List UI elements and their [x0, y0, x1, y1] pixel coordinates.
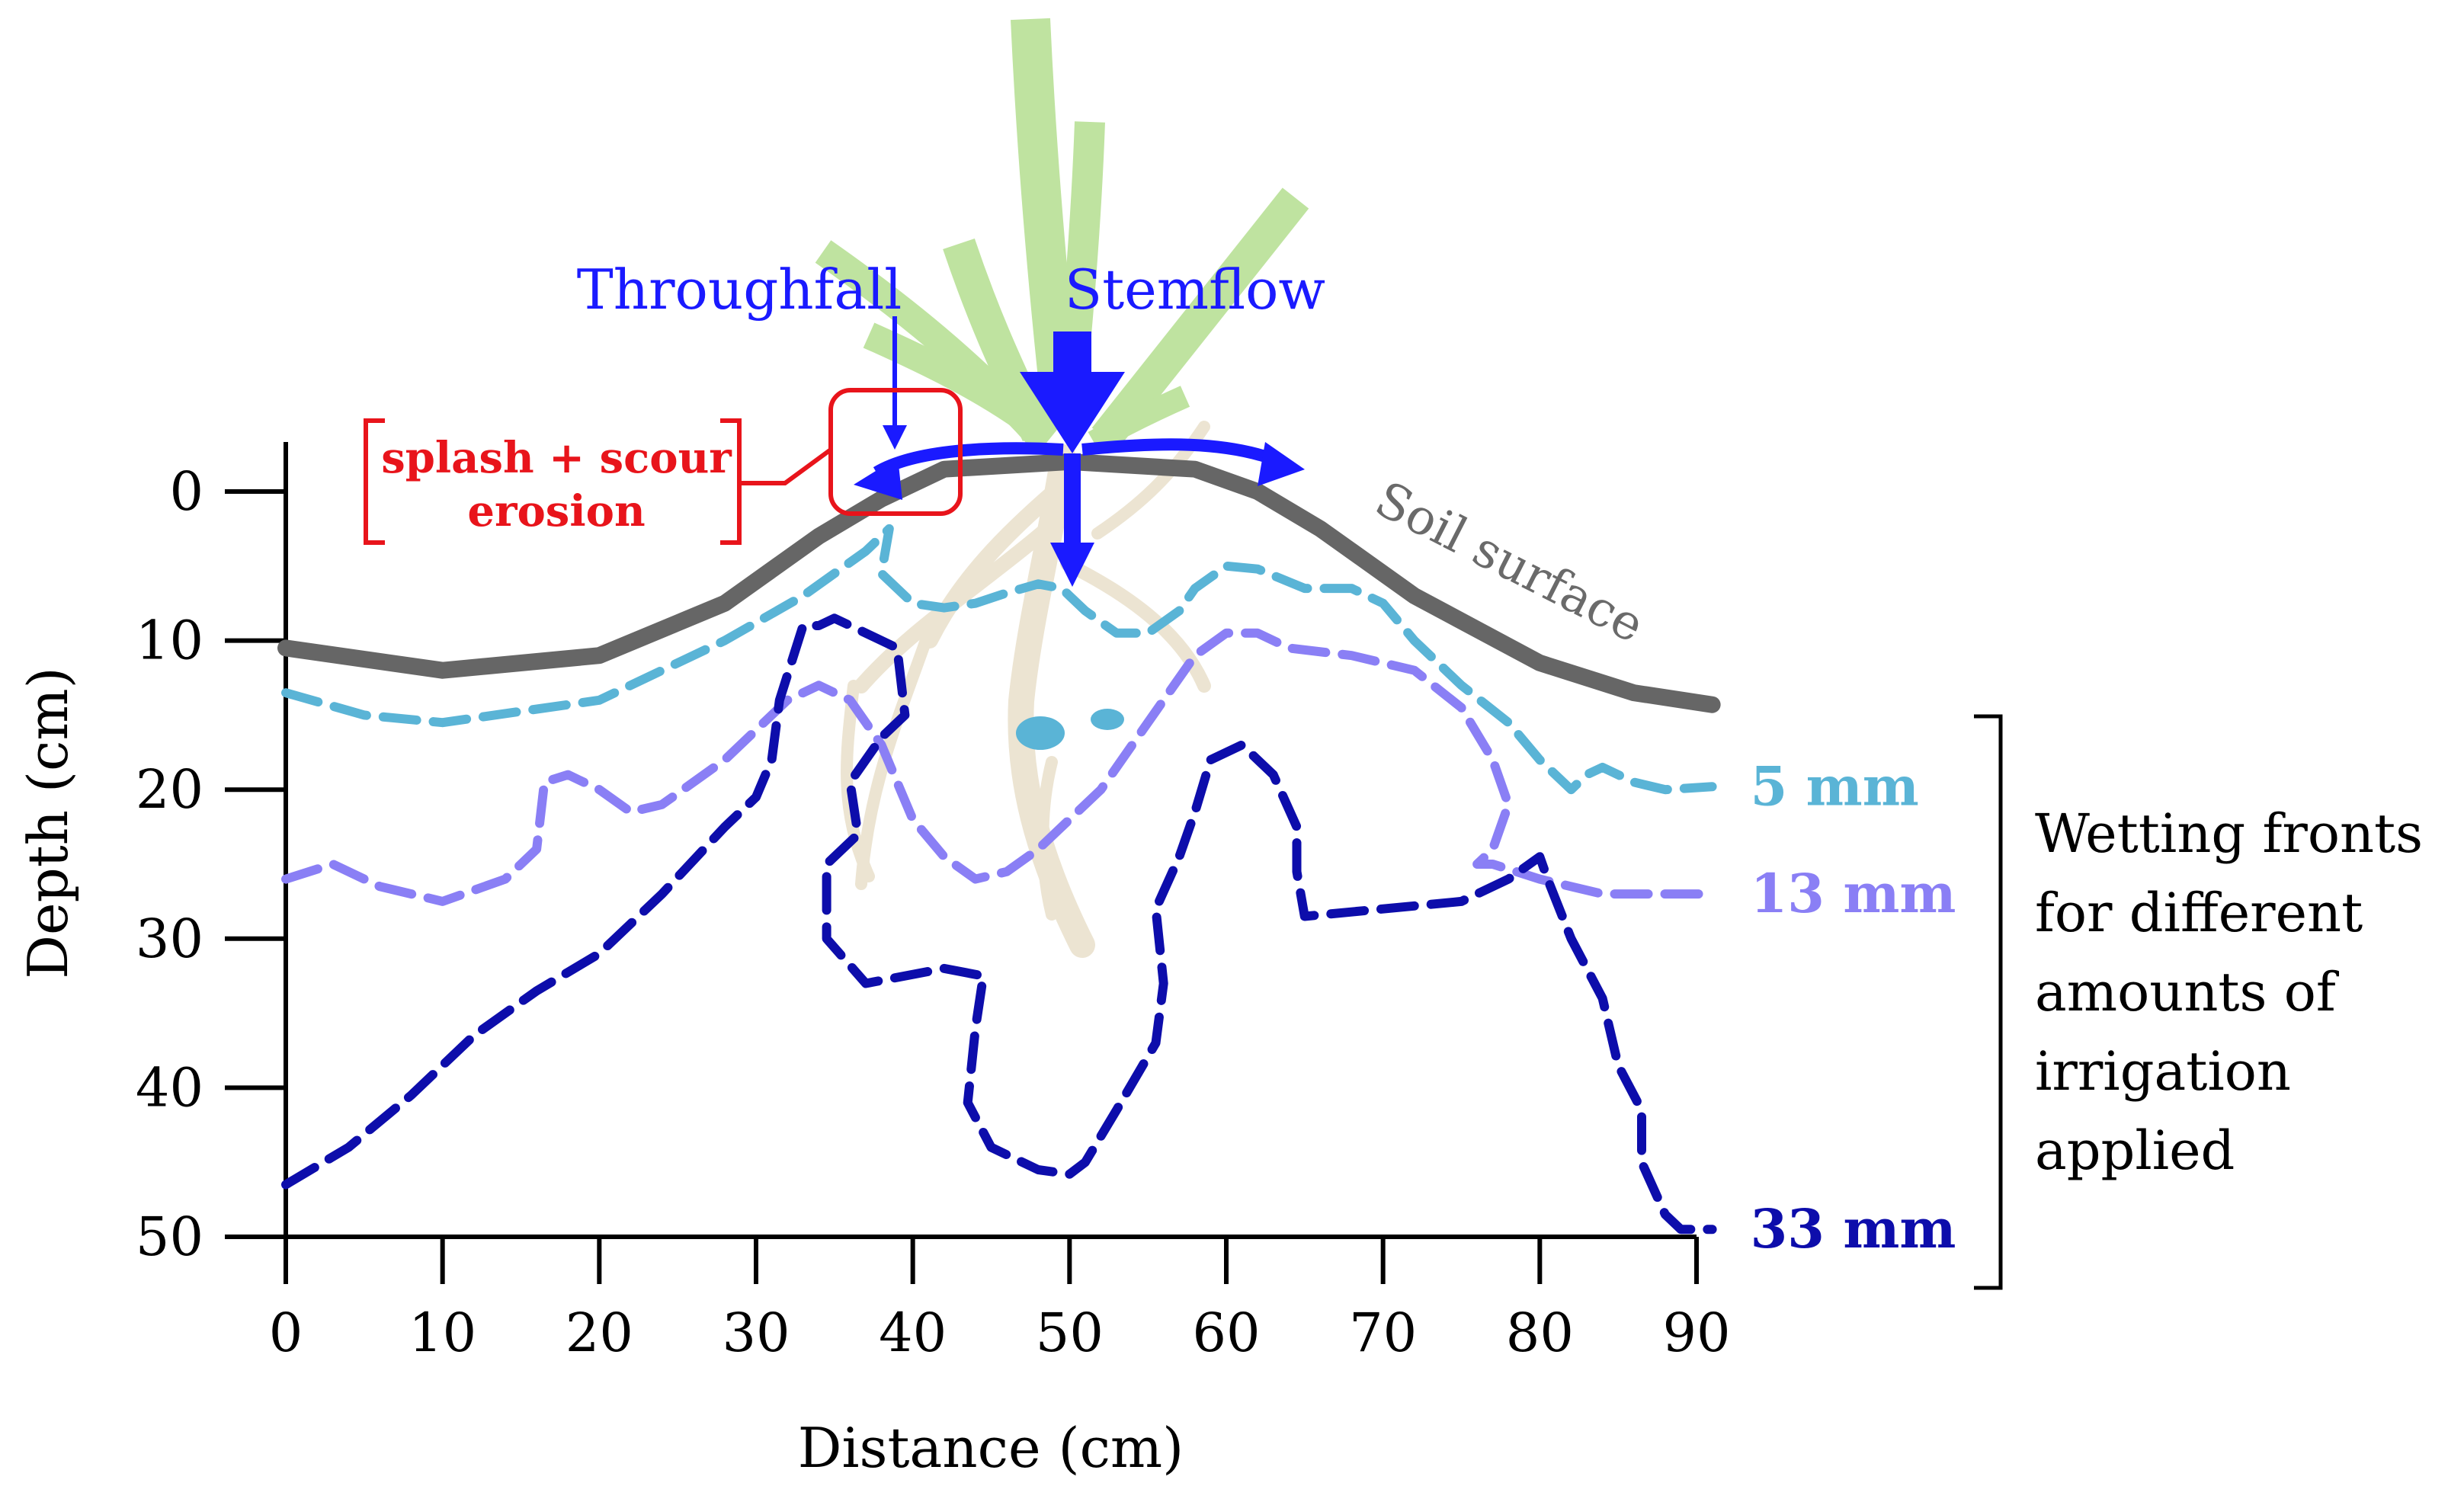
- x-tick-label-50: 50: [1036, 1302, 1104, 1364]
- wetting-front-33-mm: [281, 613, 1717, 1235]
- legend-line-2: for different: [2035, 882, 2363, 944]
- y-tick-label-30: 30: [136, 908, 203, 970]
- axis-title-x: Distance (cm): [798, 1416, 1184, 1480]
- series-label-5-mm: 5 mm: [1751, 754, 1919, 818]
- annotations: Throughfall Stemflow splash + scour eros…: [16, 258, 2423, 1480]
- x-tick-label-30: 30: [722, 1302, 790, 1364]
- stemflow-label: Stemflow: [1065, 258, 1325, 322]
- x-tick-label-70: 70: [1349, 1302, 1417, 1364]
- legend-line-5: applied: [2035, 1119, 2235, 1182]
- infiltration-arrowhead: [1050, 543, 1094, 587]
- legend-line-4: irrigation: [2035, 1040, 2291, 1103]
- erosion-connector: [739, 447, 832, 485]
- erosion-label-line1: splash + scour: [381, 433, 732, 483]
- throughfall-label: Throughfall: [577, 258, 902, 322]
- axis-title-y: Depth (cm): [16, 667, 80, 978]
- y-tick-label-0: 0: [169, 460, 203, 523]
- x-tick-label-10: 10: [409, 1302, 476, 1364]
- throughfall-arrowhead: [883, 425, 907, 450]
- stemflow-right-arrowhead: [1258, 442, 1305, 486]
- x-tick-label-40: 40: [879, 1302, 947, 1364]
- stemflow-arrow-down: [1020, 331, 1125, 453]
- x-tick-label-0: 0: [269, 1302, 303, 1364]
- wetting-fronts-bracket: [1974, 714, 2003, 1290]
- x-tick-label-60: 60: [1192, 1302, 1260, 1364]
- erosion-label-line2: erosion: [467, 486, 645, 536]
- legend-line-1: Wetting fronts: [2035, 802, 2423, 865]
- series-label-33-mm: 33 mm: [1751, 1197, 1956, 1260]
- series-label-13-mm: 13 mm: [1751, 862, 1956, 925]
- soil-surface-label: Soil surface: [1367, 471, 1653, 654]
- x-tick-label-20: 20: [566, 1302, 633, 1364]
- stemflow-spread-right-arrow: [1081, 438, 1283, 468]
- y-tick-label-40: 40: [136, 1056, 203, 1119]
- stemflow-left-arrowhead: [854, 457, 902, 500]
- x-tick-label-80: 80: [1506, 1302, 1574, 1364]
- legend-line-3: amounts of: [2035, 961, 2340, 1023]
- y-tick-label-20: 20: [136, 758, 203, 821]
- soil-water-patch: [1016, 716, 1065, 750]
- soil-water-patch-small: [1091, 709, 1124, 730]
- x-tick-label-90: 90: [1662, 1302, 1730, 1364]
- wetting-front-13-mm: [281, 628, 1717, 906]
- infiltration-arrow-shaft: [1064, 453, 1081, 545]
- plot-area: 0 10 20 30 40 50 60 70 80 90 0 10 20 30 40 50 5 mm 13 mm 3…: [136, 442, 1956, 1364]
- y-tick-label-50: 50: [136, 1206, 203, 1268]
- wetting-front-5-mm: [281, 524, 1717, 795]
- y-tick-label-10: 10: [136, 610, 203, 672]
